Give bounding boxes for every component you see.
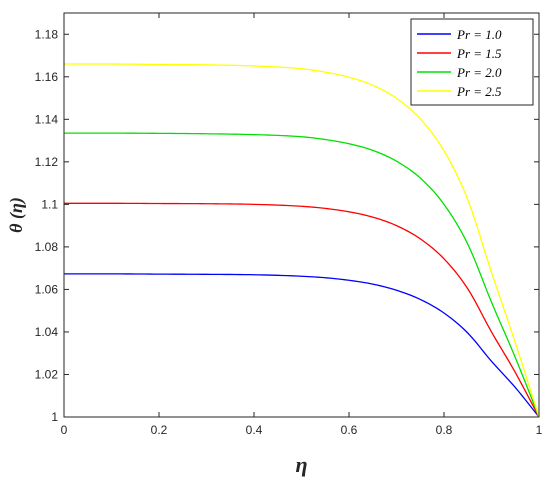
y-tick-label: 1.1 xyxy=(41,197,58,211)
y-tick-label: 1.04 xyxy=(35,325,59,339)
y-tick-label: 1.16 xyxy=(35,70,59,84)
legend-label-3: Pr = 2.0 xyxy=(456,65,502,80)
series-lines xyxy=(64,63,540,418)
x-axis-label: η xyxy=(295,452,307,477)
y-tick-label: 1.08 xyxy=(35,240,59,254)
x-tick-label: 0.8 xyxy=(436,423,453,437)
y-tick-label: 1.18 xyxy=(35,27,59,41)
axis-ticks: 0 0.2 0.4 0.6 0.8 1 1 1.02 1.04 1.06 1.08 1.1 1.12 1.… xyxy=(35,13,543,437)
series-line-4 xyxy=(64,63,540,418)
series-line-1 xyxy=(64,273,540,418)
x-tick-label: 0.6 xyxy=(341,423,358,437)
x-tick-label: 0 xyxy=(61,423,68,437)
y-tick-label: 1.06 xyxy=(35,282,59,296)
plot-frame xyxy=(63,12,540,418)
x-tick-label: 1 xyxy=(536,423,543,437)
y-tick-label: 1.12 xyxy=(35,155,59,169)
legend-label-1: Pr = 1.0 xyxy=(456,27,502,42)
legend: Pr = 1.0 Pr = 1.5 Pr = 2.0 Pr = 2.5 xyxy=(410,18,534,106)
y-tick-label: 1.02 xyxy=(35,367,59,381)
series-line-2 xyxy=(64,202,540,418)
x-tick-label: 0.2 xyxy=(151,423,168,437)
y-tick-label: 1 xyxy=(51,410,58,424)
y-axis-label: θ (η) xyxy=(6,197,27,233)
x-tick-label: 0.4 xyxy=(246,423,263,437)
y-tick-label: 1.14 xyxy=(35,112,59,126)
series-line-3 xyxy=(64,132,540,418)
legend-label-2: Pr = 1.5 xyxy=(456,46,502,61)
legend-label-4: Pr = 2.5 xyxy=(456,84,502,99)
